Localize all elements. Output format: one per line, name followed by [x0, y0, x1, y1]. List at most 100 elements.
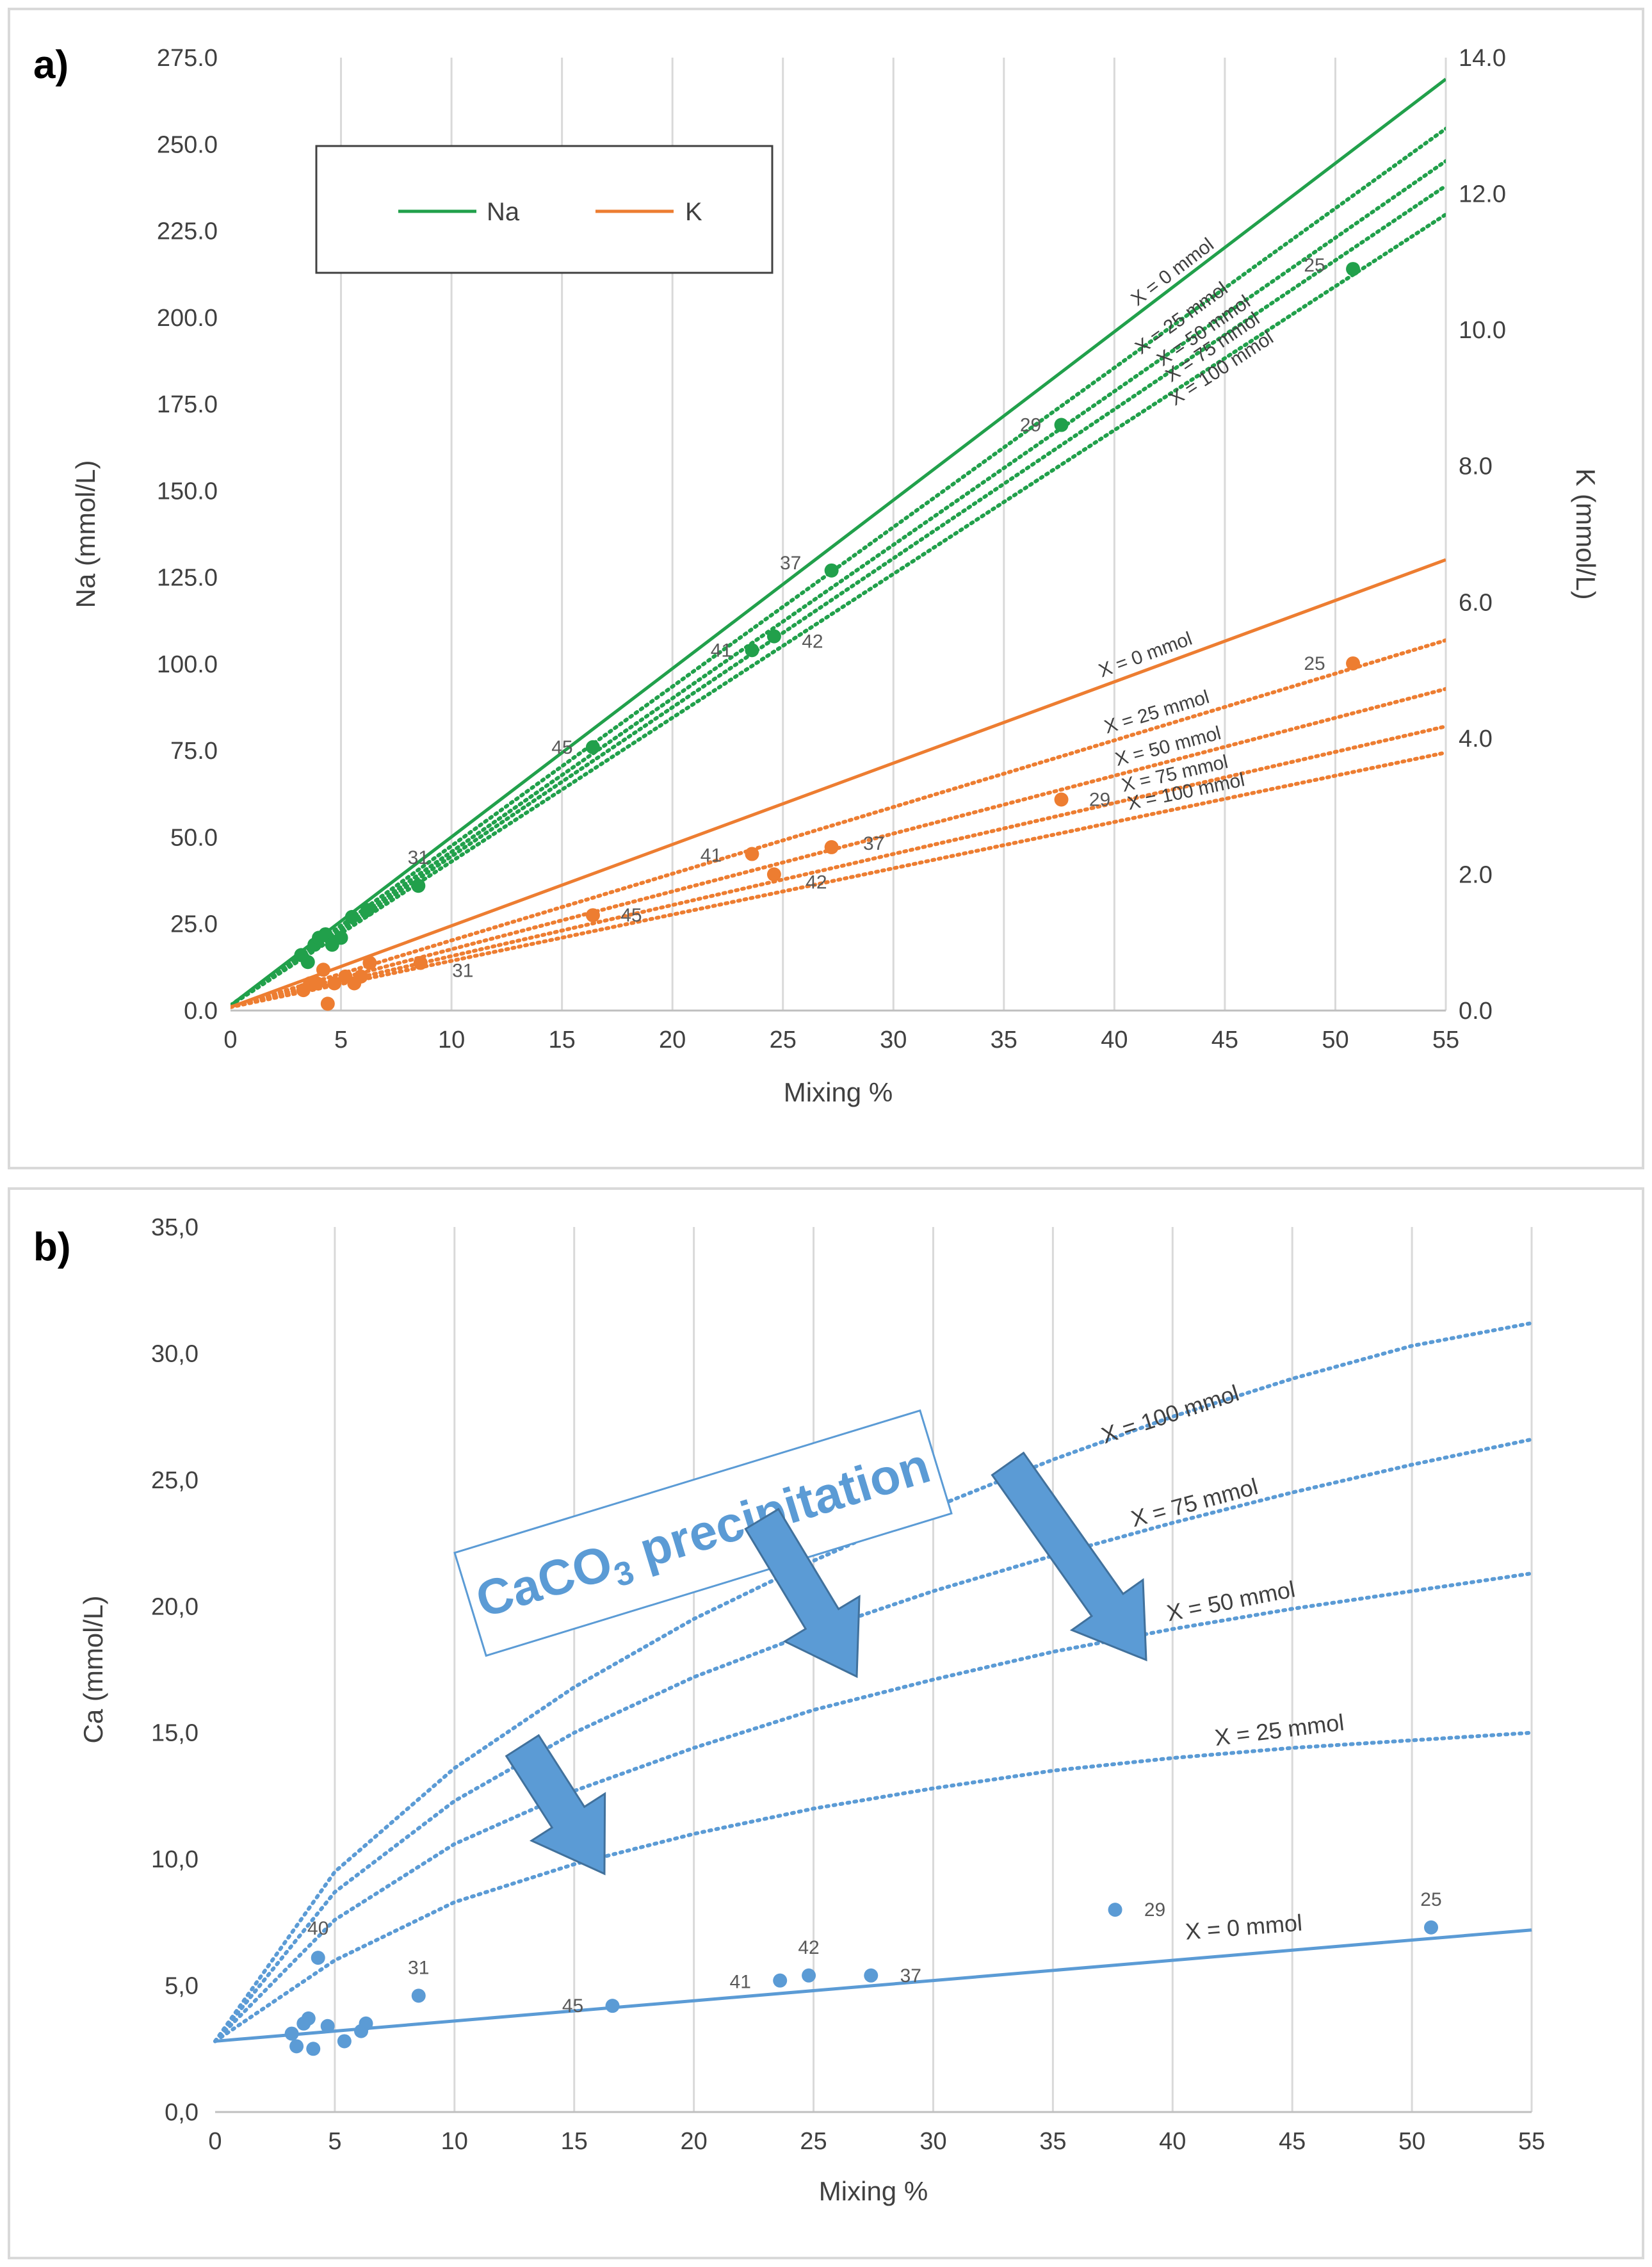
- k-data-point: [745, 847, 759, 861]
- k-data-point: [1054, 792, 1069, 807]
- x-tick-label: 40: [1101, 1027, 1128, 1053]
- precipitation-arrow: [505, 1734, 606, 1876]
- na-data-point: [334, 930, 348, 945]
- x-tick-label: 35: [1039, 2128, 1066, 2155]
- k-data-point: [766, 867, 781, 882]
- ca-data-point: [306, 2042, 321, 2056]
- ca-data-point: [605, 1999, 620, 2013]
- k-data-point: [353, 969, 368, 984]
- x-tick-label: 5: [328, 2128, 341, 2155]
- y-tick-label: 150.0: [157, 478, 218, 505]
- x-tick-label: 45: [1211, 1027, 1238, 1053]
- k-data-point: [309, 976, 324, 991]
- k-model-line: [231, 558, 1446, 1009]
- y-tick-label: 250.0: [157, 131, 218, 158]
- y-tick-label: 0.0: [184, 998, 218, 1025]
- y-axis-label: Na (mmol/L): [70, 460, 101, 608]
- y-tick-label: 20,0: [151, 1593, 198, 1620]
- ca-data-point: [864, 1968, 879, 1983]
- x-axis-label: Mixing %: [819, 2176, 928, 2206]
- ca-data-point: [773, 1973, 788, 1988]
- y2-tick-label: 10.0: [1459, 317, 1506, 344]
- y-tick-label: 50.0: [170, 824, 218, 851]
- na-model-line: [231, 212, 1446, 1007]
- x-tick-label: 0: [223, 1027, 237, 1053]
- y-tick-label: 0,0: [165, 2099, 198, 2126]
- y-tick-label: 10,0: [151, 1846, 198, 1873]
- na-point-label: 31: [408, 847, 429, 868]
- chart-panel-b: 0 5 10 15 20 25 30 35 40 45 50 55 0,0 5,0 10,0 15,0 20,0…: [78, 1214, 1545, 2206]
- k-data-point: [316, 963, 330, 977]
- x-tick-label: 40: [1159, 2128, 1186, 2155]
- k-data-point: [327, 976, 342, 991]
- x-tick-label: 15: [548, 1027, 575, 1053]
- na-point-label: 42: [802, 631, 823, 653]
- ca-point-label: 37: [900, 1965, 921, 1987]
- ca-model-curve: [215, 1928, 1532, 2043]
- ca-data-point: [1423, 1920, 1438, 1935]
- na-data-point: [360, 903, 375, 918]
- na-model-line: [231, 126, 1446, 1007]
- legend-na-label: Na: [487, 198, 520, 226]
- x-tick-label: 50: [1322, 1027, 1348, 1053]
- y-tick-label: 100.0: [157, 651, 218, 678]
- x-tick-label: 25: [800, 2128, 827, 2155]
- na-model-line: [231, 184, 1446, 1007]
- y2-axis-label: K (mmol/L): [1571, 468, 1601, 599]
- x-axis-label: Mixing %: [784, 1077, 893, 1107]
- k-point-label: 41: [700, 845, 722, 866]
- y-axis-label: Ca (mmol/L): [78, 1595, 108, 1743]
- x-tick-label: 20: [680, 2128, 707, 2155]
- precipitation-arrow: [744, 1507, 861, 1678]
- ca-data-point: [320, 2019, 335, 2033]
- k-data-point: [362, 955, 377, 970]
- y-tick-label: 25,0: [151, 1467, 198, 1494]
- ca-point-label: 29: [1144, 1899, 1165, 1921]
- x-tick-label: 25: [770, 1027, 797, 1053]
- y2-tick-label: 14.0: [1459, 45, 1506, 72]
- ca-point-label: 42: [798, 1937, 819, 1958]
- ca-data-point: [411, 1988, 426, 2003]
- y-tick-label: 275.0: [157, 45, 218, 72]
- legend-box: [315, 145, 773, 274]
- ca-point-label: 41: [730, 1972, 751, 1993]
- x-tick-label: 20: [659, 1027, 686, 1053]
- y-tick-label: 175.0: [157, 391, 218, 418]
- k-data-point: [1346, 656, 1361, 670]
- x-tick-label: 55: [1518, 2128, 1545, 2155]
- na-data-point: [300, 955, 315, 970]
- y-tick-label: 25.0: [170, 911, 218, 938]
- na-point-label: 25: [1304, 255, 1325, 276]
- na-data-point: [318, 927, 333, 941]
- ca-point-label: 45: [562, 1995, 583, 2017]
- k-point-label: 37: [863, 833, 884, 854]
- y-tick-label: 200.0: [157, 305, 218, 332]
- precipitation-arrow: [991, 1451, 1147, 1662]
- k-point-label: 45: [620, 905, 642, 926]
- na-data-point: [745, 643, 759, 658]
- ca-data-point: [301, 2011, 316, 2026]
- k-model-line: [231, 638, 1446, 1009]
- k-data-point: [824, 840, 839, 854]
- y-tick-label: 225.0: [157, 218, 218, 245]
- y-tick-label: 5,0: [165, 1973, 198, 2000]
- x-tick-label: 30: [919, 2128, 946, 2155]
- y2-tick-label: 8.0: [1459, 453, 1493, 480]
- panel-a-frame: [8, 8, 1644, 1169]
- na-data-point: [344, 909, 359, 924]
- ca-point-label: 40: [307, 1918, 328, 1939]
- x-tick-label: 55: [1432, 1027, 1459, 1053]
- y-tick-label: 75.0: [170, 738, 218, 765]
- panel-a-letter: a): [33, 43, 69, 87]
- ca-model-curve: [213, 1730, 1534, 2044]
- na-point-label: 41: [711, 640, 732, 661]
- ca-data-point: [284, 2026, 299, 2041]
- x-tick-label: 10: [441, 2128, 468, 2155]
- x-tick-label: 5: [334, 1027, 348, 1053]
- k-point-label: 25: [1304, 653, 1325, 674]
- panel-b-letter: b): [33, 1225, 71, 1269]
- y-tick-label: 35,0: [151, 1214, 198, 1241]
- y-tick-label: 15,0: [151, 1720, 198, 1747]
- k-data-point: [320, 996, 335, 1011]
